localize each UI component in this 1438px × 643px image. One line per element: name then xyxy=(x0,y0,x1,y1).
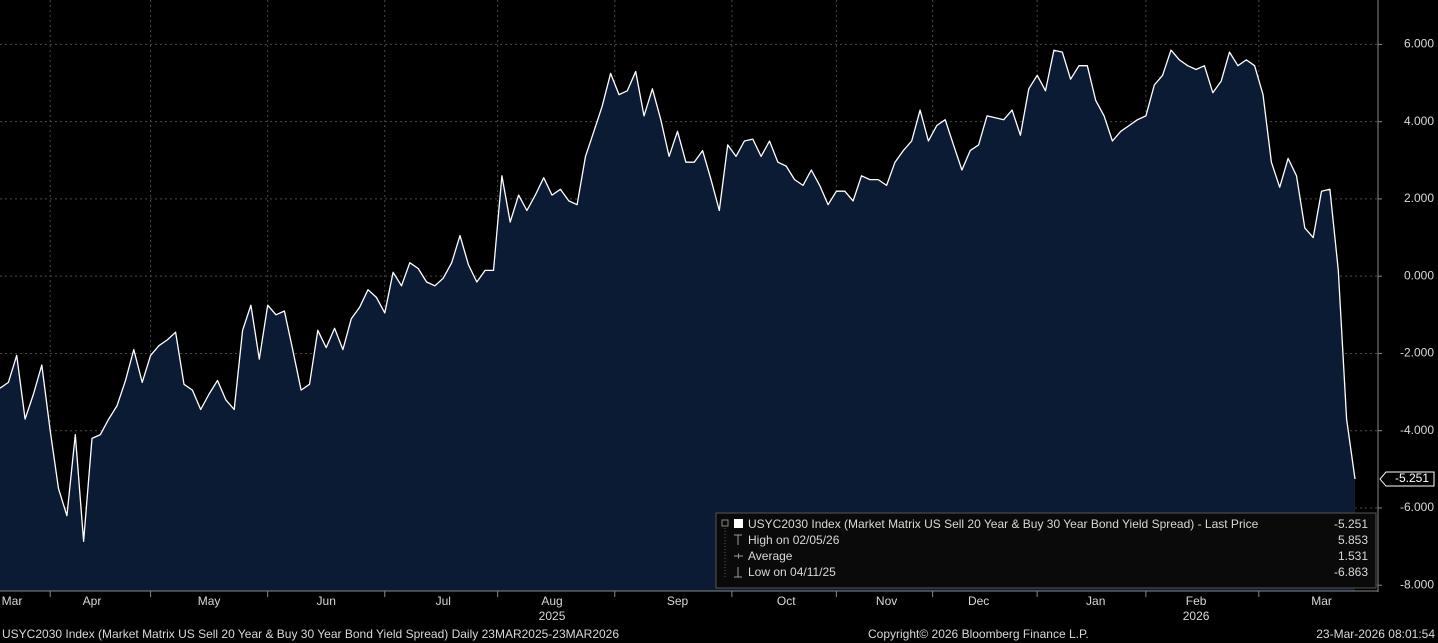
y-tick-label: 2.000 xyxy=(1404,191,1434,205)
x-tick-label: Aug xyxy=(541,594,562,608)
legend-box xyxy=(715,512,1377,589)
legend-stat-label: Average xyxy=(748,549,793,563)
y-tick-label: 4.000 xyxy=(1404,114,1434,128)
x-tick-label: Mar xyxy=(2,594,23,608)
plot-area xyxy=(0,0,1378,592)
line xyxy=(0,49,1356,542)
legend: USYC2030 Index (Market Matrix US Sell 20… xyxy=(715,512,1377,589)
x-year-label: 2025 xyxy=(539,609,566,623)
x-tick-label: Mar xyxy=(1311,594,1332,608)
footer-copyright: Copyright© 2026 Bloomberg Finance L.P. xyxy=(868,627,1089,641)
legend-stat-value: 1.531 xyxy=(1338,549,1368,563)
last-price-label: -5.251 xyxy=(1395,471,1429,485)
x-tick-label: Jun xyxy=(317,594,336,608)
legend-swatch xyxy=(734,519,743,528)
footer-left: USYC2030 Index (Market Matrix US Sell 20… xyxy=(2,627,619,641)
last-price-tag xyxy=(1379,471,1435,487)
y-tick-label: -6.000 xyxy=(1400,500,1434,514)
footer: USYC2030 Index (Market Matrix US Sell 20… xyxy=(2,627,1435,641)
legend-average-icon xyxy=(734,553,743,559)
y-tick-label: -2.000 xyxy=(1400,346,1434,360)
x-tick-label: Dec xyxy=(968,594,989,608)
legend-last-value: -5.251 xyxy=(1334,517,1368,531)
x-tick-label: Sep xyxy=(667,594,689,608)
x-tick-label: Feb xyxy=(1186,594,1207,608)
y-tick-label: -4.000 xyxy=(1400,423,1434,437)
x-tick-label: Jul xyxy=(436,594,451,608)
legend-stat-value: 5.853 xyxy=(1338,533,1368,547)
x-tick-label: Nov xyxy=(876,594,897,608)
x-tick-label: Apr xyxy=(83,594,102,608)
x-year-label: 2026 xyxy=(1183,609,1210,623)
legend-series-name: USYC2030 Index (Market Matrix US Sell 20… xyxy=(748,517,1259,531)
x-tick-label: Oct xyxy=(777,594,796,608)
legend-high-icon xyxy=(734,534,742,545)
x-tick-label: Jan xyxy=(1086,594,1105,608)
legend-stat-label: Low on 04/11/25 xyxy=(748,565,836,579)
legend-stat-value: -6.863 xyxy=(1334,565,1368,579)
legend-collapse-icon xyxy=(721,519,729,527)
y-tick-label: 6.000 xyxy=(1404,37,1434,51)
y-tick-label: -8.000 xyxy=(1400,577,1434,591)
footer-timestamp: 23-Mar-2026 08:01:54 xyxy=(1316,627,1435,641)
legend-low-icon xyxy=(734,567,742,578)
legend-stat-label: High on 02/05/26 xyxy=(748,533,840,547)
area xyxy=(0,50,1355,592)
x-tick-label: May xyxy=(198,594,221,608)
y-tick-label: 0.000 xyxy=(1404,268,1434,282)
